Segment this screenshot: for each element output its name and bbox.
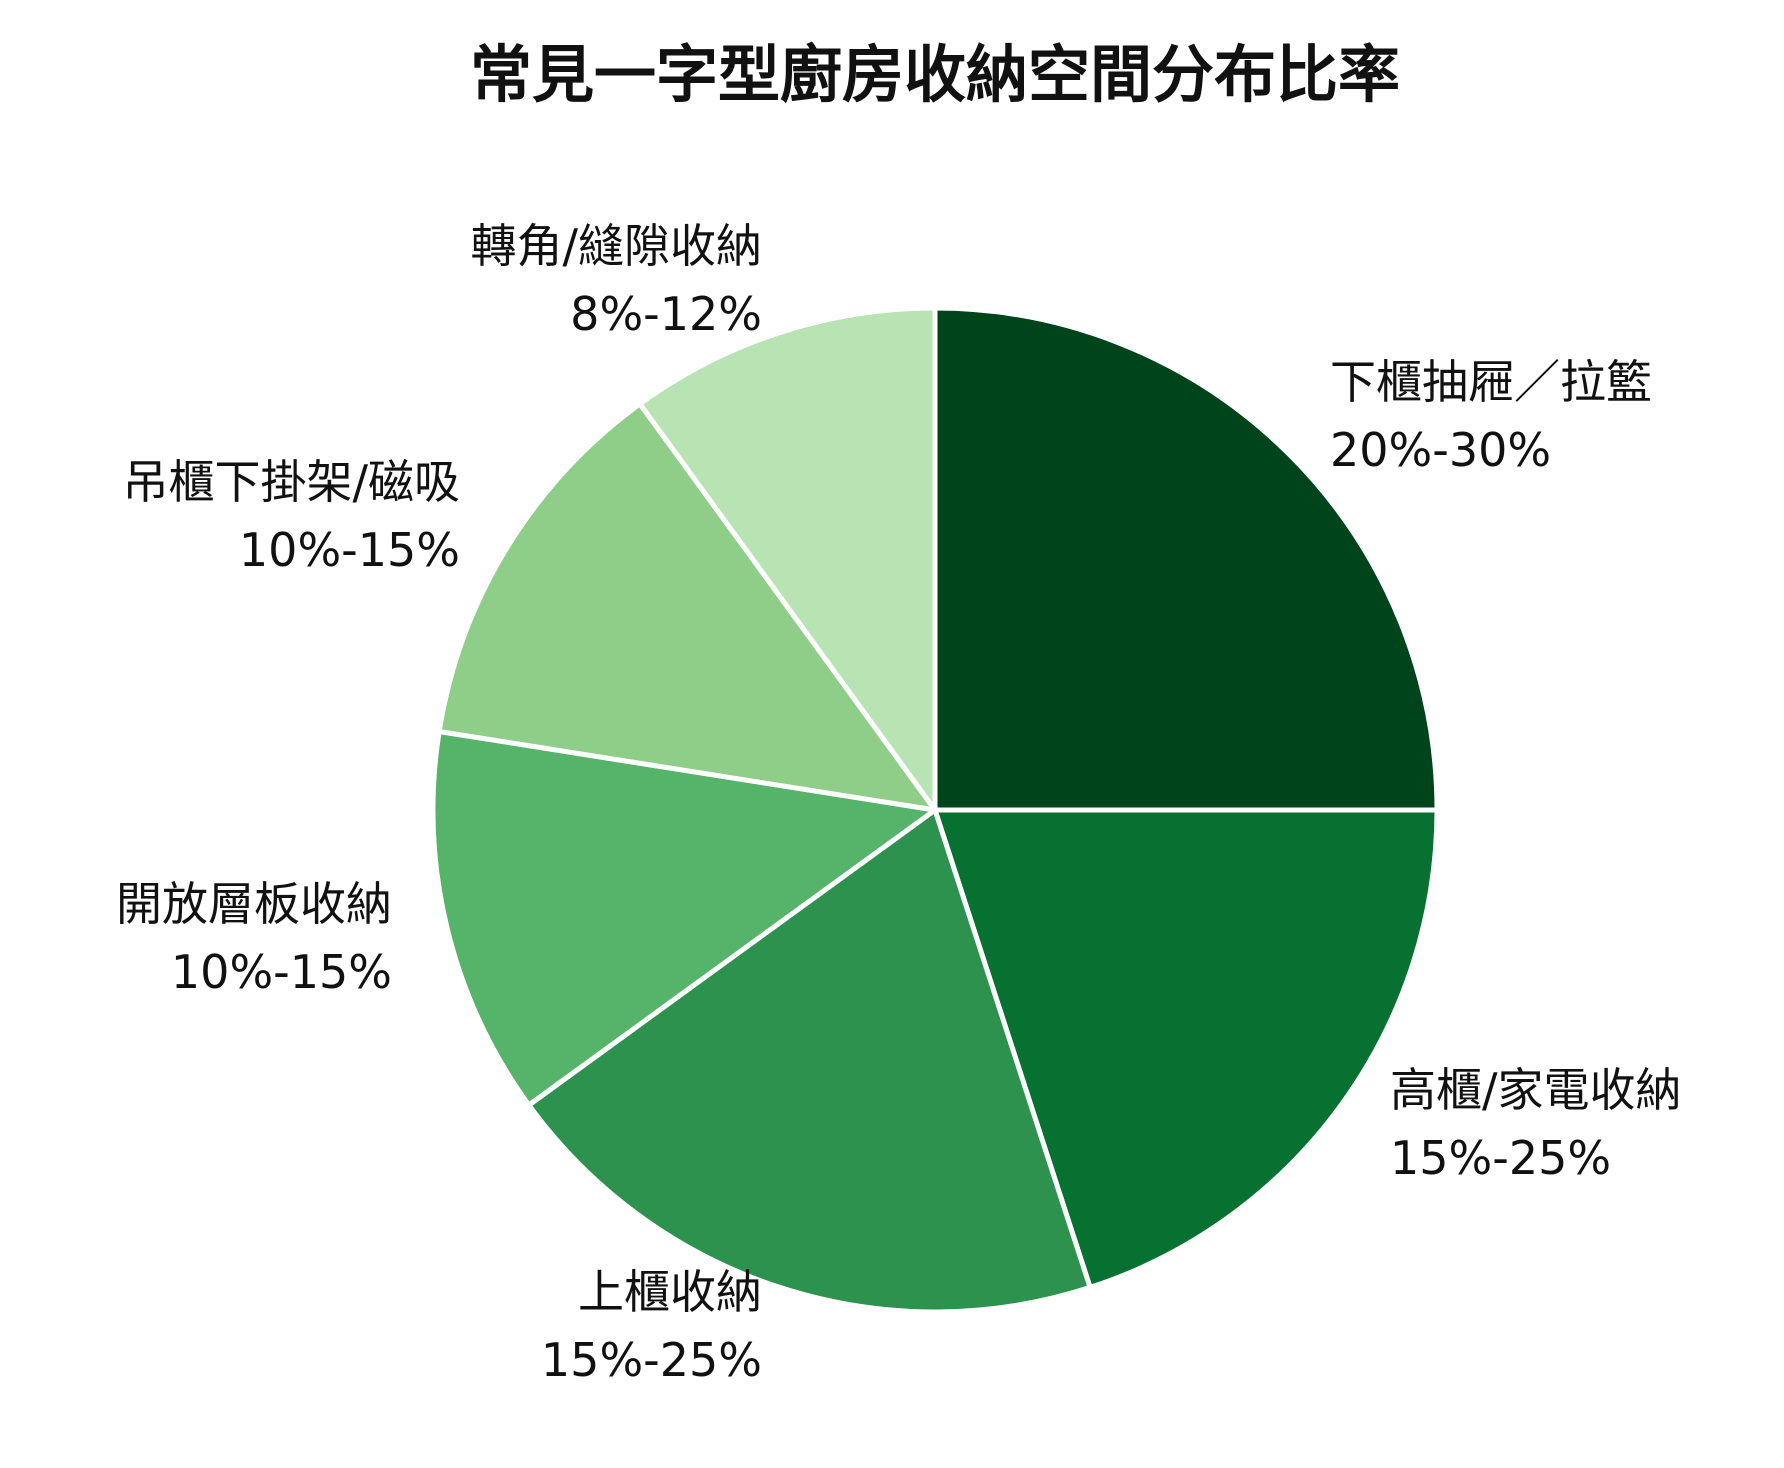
slice-label: 上櫃收納: [578, 1265, 762, 1319]
slice-label-group: 開放層板收納 10%-15%: [116, 877, 392, 999]
slice-label-group: 高櫃/家電收納 15%-25%: [1390, 1063, 1682, 1185]
slice-label-group: 上櫃收納 15%-25%: [541, 1265, 762, 1387]
pie-slice: [430, 728, 938, 1108]
slice-labels: 下櫃抽屜／拉籃 20%-30% 高櫃/家電收納 15%-25% 上櫃收納 15%-25% 開…: [116, 219, 1682, 1387]
pie-slice: [436, 401, 938, 813]
slice-label: 吊櫃下掛架/磁吸: [123, 455, 461, 509]
pie-slices: [430, 305, 1440, 1315]
pie-slice: [932, 807, 1440, 1290]
chart-title: 常見一字型廚房收納空間分布比率: [470, 38, 1400, 111]
slice-label-group: 轉角/縫隙收納 8%-12%: [471, 219, 763, 341]
slice-label: 下櫃抽屜／拉籃: [1330, 355, 1652, 409]
slice-label: 高櫃/家電收納: [1390, 1063, 1682, 1117]
slice-range-label: 20%-30%: [1330, 423, 1551, 477]
pie-slice: [526, 807, 1093, 1315]
pie-slice: [637, 305, 938, 813]
slice-range-label: 8%-12%: [570, 287, 762, 341]
slice-label: 轉角/縫隙收納: [471, 219, 763, 273]
slice-label-group: 下櫃抽屜／拉籃 20%-30%: [1330, 355, 1652, 477]
slice-label-group: 吊櫃下掛架/磁吸 10%-15%: [123, 455, 461, 577]
slice-label: 開放層板收納: [116, 877, 392, 931]
slice-range-label: 10%-15%: [171, 945, 392, 999]
pie-slice: [932, 305, 1440, 813]
slice-range-label: 15%-25%: [1390, 1131, 1611, 1185]
slice-range-label: 15%-25%: [541, 1333, 762, 1387]
slice-range-label: 10%-15%: [239, 523, 460, 577]
